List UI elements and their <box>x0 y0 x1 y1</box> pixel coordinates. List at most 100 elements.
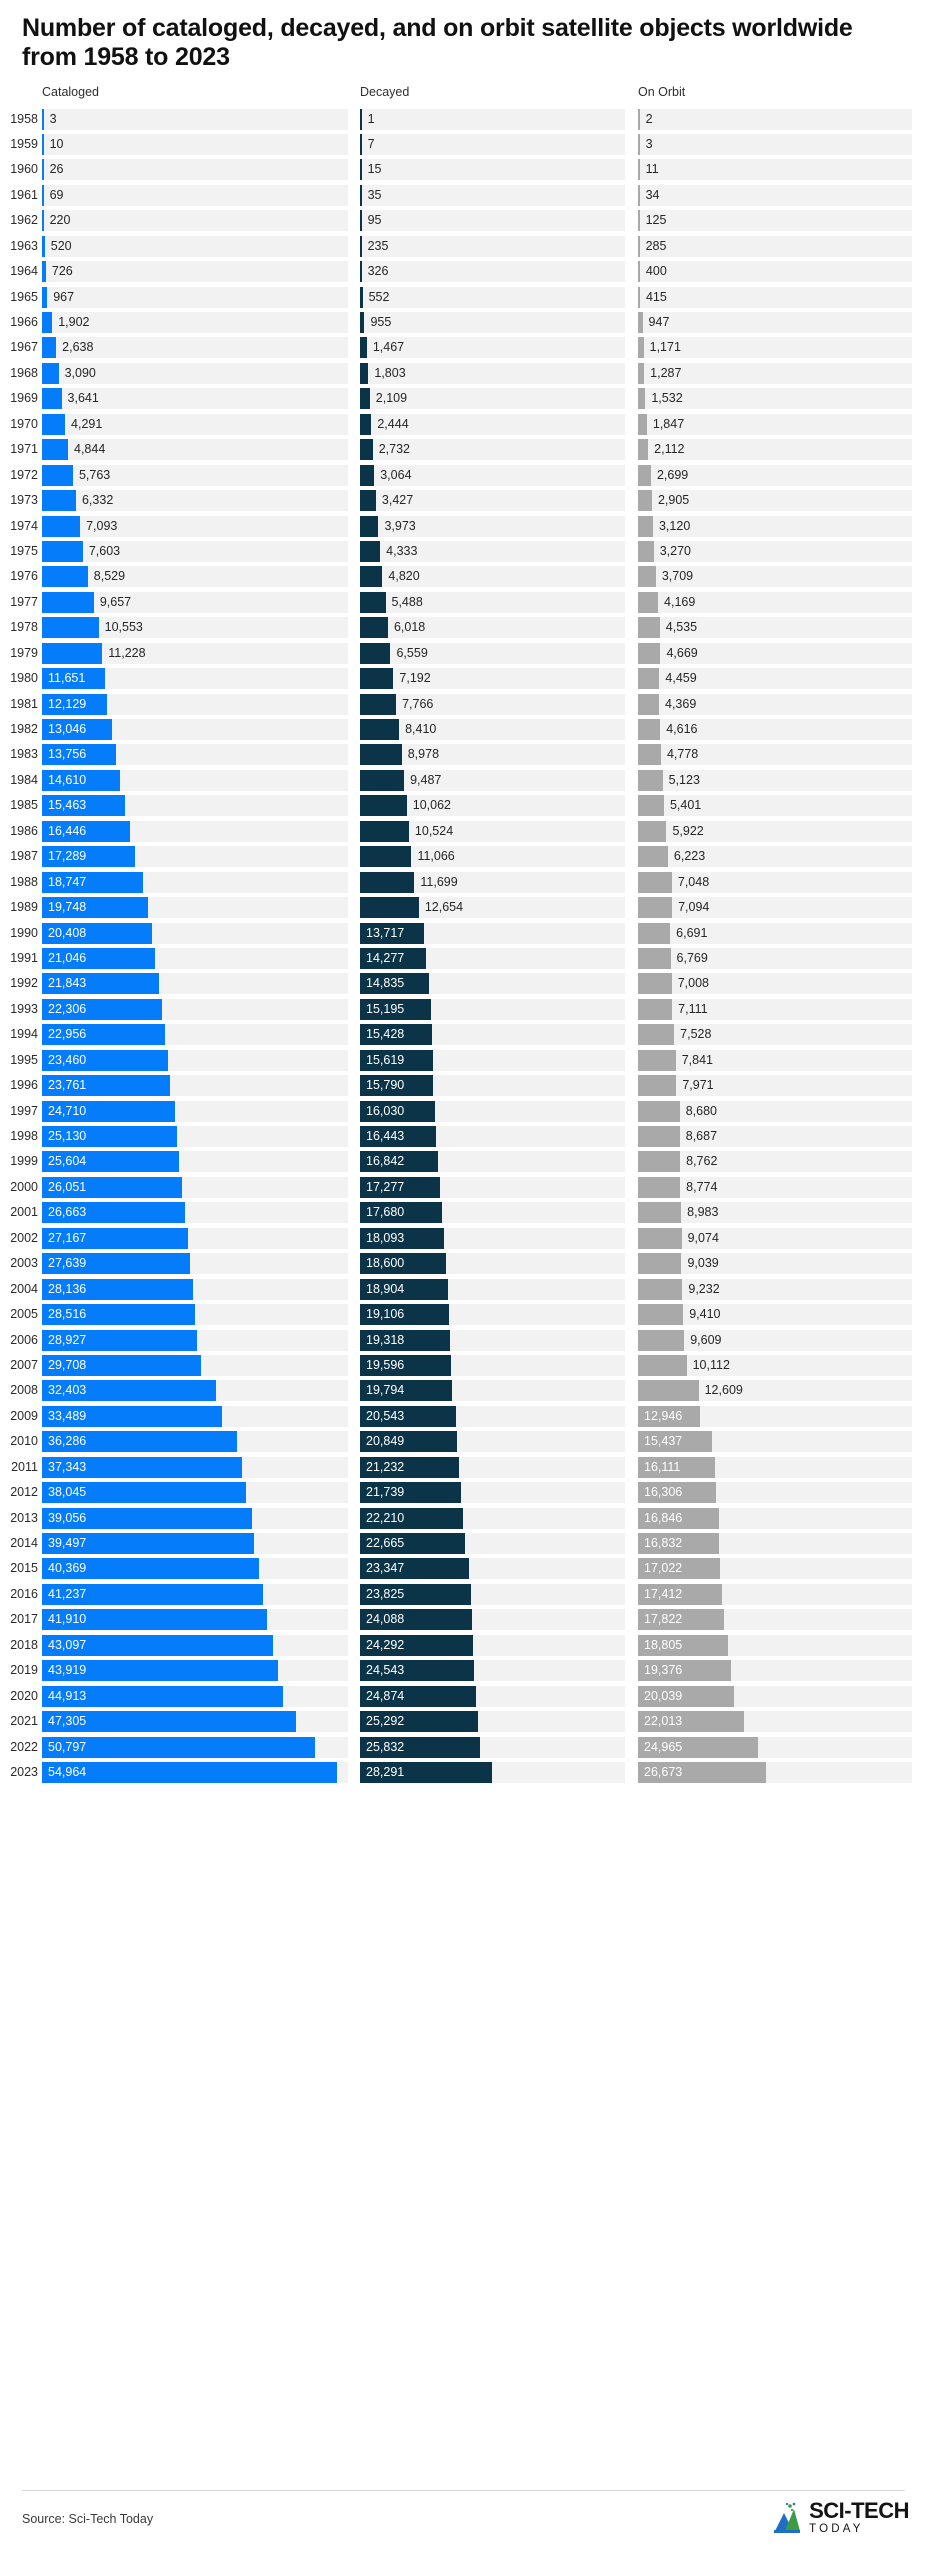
bar-cataloged[interactable] <box>42 897 148 919</box>
bar-decayed[interactable] <box>360 1126 437 1147</box>
bar-on-orbit[interactable] <box>638 1482 717 1504</box>
bar-decayed[interactable] <box>360 719 400 740</box>
bar-cataloged[interactable] <box>42 1329 198 1351</box>
bar-cataloged[interactable] <box>42 795 125 817</box>
bar-cataloged[interactable] <box>42 1431 237 1453</box>
bar-decayed[interactable] <box>360 846 412 868</box>
bar-on-orbit[interactable] <box>638 947 671 969</box>
bar-decayed[interactable] <box>360 922 424 944</box>
bar-decayed[interactable] <box>360 1151 439 1173</box>
bar-cataloged[interactable] <box>42 871 143 893</box>
bar-on-orbit[interactable] <box>638 1202 682 1224</box>
bar-decayed[interactable] <box>360 1253 447 1275</box>
bar-decayed[interactable] <box>360 1176 441 1198</box>
bar-decayed[interactable] <box>360 1075 434 1097</box>
bar-decayed[interactable] <box>360 1609 472 1631</box>
bar-on-orbit[interactable] <box>638 744 661 766</box>
bar-on-orbit[interactable] <box>638 668 660 690</box>
bar-on-orbit[interactable] <box>638 286 640 308</box>
bar-on-orbit[interactable] <box>638 388 646 410</box>
bar-on-orbit[interactable] <box>638 973 672 995</box>
bar-cataloged[interactable] <box>42 1075 170 1097</box>
bar-cataloged[interactable] <box>42 312 53 333</box>
bar-decayed[interactable] <box>360 1761 492 1783</box>
bar-decayed[interactable] <box>360 617 388 639</box>
bar-cataloged[interactable] <box>42 1278 194 1300</box>
bar-cataloged[interactable] <box>42 1685 284 1707</box>
bar-on-orbit[interactable] <box>638 1431 713 1453</box>
bar-decayed[interactable] <box>360 947 427 969</box>
bar-on-orbit[interactable] <box>638 693 659 715</box>
bar-decayed[interactable] <box>360 210 362 232</box>
bar-decayed[interactable] <box>360 184 362 206</box>
bar-on-orbit[interactable] <box>638 1761 767 1783</box>
bar-decayed[interactable] <box>360 261 362 283</box>
bar-cataloged[interactable] <box>42 693 108 715</box>
bar-decayed[interactable] <box>360 795 407 817</box>
bar-cataloged[interactable] <box>42 1558 259 1580</box>
bar-on-orbit[interactable] <box>638 159 640 181</box>
bar-on-orbit[interactable] <box>638 1609 724 1631</box>
bar-on-orbit[interactable] <box>638 1380 699 1402</box>
bar-cataloged[interactable] <box>42 1507 252 1529</box>
bar-decayed[interactable] <box>360 769 405 791</box>
bar-on-orbit[interactable] <box>638 1558 720 1580</box>
bar-cataloged[interactable] <box>42 769 121 791</box>
bar-cataloged[interactable] <box>42 1609 267 1631</box>
bar-decayed[interactable] <box>360 312 365 333</box>
bar-on-orbit[interactable] <box>638 490 652 512</box>
bar-on-orbit[interactable] <box>638 1533 719 1554</box>
bar-decayed[interactable] <box>360 744 402 766</box>
bar-cataloged[interactable] <box>42 1711 296 1733</box>
bar-on-orbit[interactable] <box>638 1024 675 1046</box>
bar-cataloged[interactable] <box>42 540 83 562</box>
bar-cataloged[interactable] <box>42 1176 182 1198</box>
bar-on-orbit[interactable] <box>638 1354 687 1376</box>
bar-decayed[interactable] <box>360 159 362 181</box>
bar-cataloged[interactable] <box>42 210 44 232</box>
bar-decayed[interactable] <box>360 540 381 562</box>
bar-on-orbit[interactable] <box>638 515 653 537</box>
bar-decayed[interactable] <box>360 1405 456 1427</box>
bar-cataloged[interactable] <box>42 1380 216 1402</box>
bar-on-orbit[interactable] <box>638 1685 735 1707</box>
bar-on-orbit[interactable] <box>638 922 671 944</box>
bar-on-orbit[interactable] <box>638 1100 680 1122</box>
bar-on-orbit[interactable] <box>638 1660 732 1682</box>
bar-on-orbit[interactable] <box>638 439 649 461</box>
bar-decayed[interactable] <box>360 286 363 308</box>
bar-cataloged[interactable] <box>42 159 44 181</box>
bar-decayed[interactable] <box>360 515 379 537</box>
bar-decayed[interactable] <box>360 1202 443 1224</box>
bar-cataloged[interactable] <box>42 1202 186 1224</box>
bar-on-orbit[interactable] <box>638 642 661 664</box>
bar-on-orbit[interactable] <box>638 337 644 359</box>
bar-on-orbit[interactable] <box>638 1583 722 1605</box>
bar-cataloged[interactable] <box>42 1049 168 1071</box>
bar-cataloged[interactable] <box>42 1583 264 1605</box>
bar-decayed[interactable] <box>360 1304 449 1326</box>
bar-on-orbit[interactable] <box>638 362 645 384</box>
bar-on-orbit[interactable] <box>638 540 654 562</box>
bar-on-orbit[interactable] <box>638 617 660 639</box>
bar-decayed[interactable] <box>360 668 394 690</box>
bar-decayed[interactable] <box>360 1456 459 1478</box>
bar-cataloged[interactable] <box>42 261 46 283</box>
bar-cataloged[interactable] <box>42 133 44 155</box>
bar-decayed[interactable] <box>360 133 362 155</box>
bar-on-orbit[interactable] <box>638 235 640 257</box>
bar-cataloged[interactable] <box>42 998 162 1020</box>
bar-cataloged[interactable] <box>42 1660 278 1682</box>
bar-cataloged[interactable] <box>42 108 44 130</box>
bar-cataloged[interactable] <box>42 337 57 359</box>
bar-on-orbit[interactable] <box>638 1634 729 1656</box>
bar-decayed[interactable] <box>360 1533 466 1554</box>
bar-cataloged[interactable] <box>42 1736 315 1758</box>
bar-on-orbit[interactable] <box>638 795 664 817</box>
bar-cataloged[interactable] <box>42 591 94 613</box>
bar-cataloged[interactable] <box>42 1456 243 1478</box>
bar-cataloged[interactable] <box>42 1634 274 1656</box>
bar-decayed[interactable] <box>360 1049 433 1071</box>
bar-on-orbit[interactable] <box>638 133 640 155</box>
bar-on-orbit[interactable] <box>638 1227 682 1249</box>
